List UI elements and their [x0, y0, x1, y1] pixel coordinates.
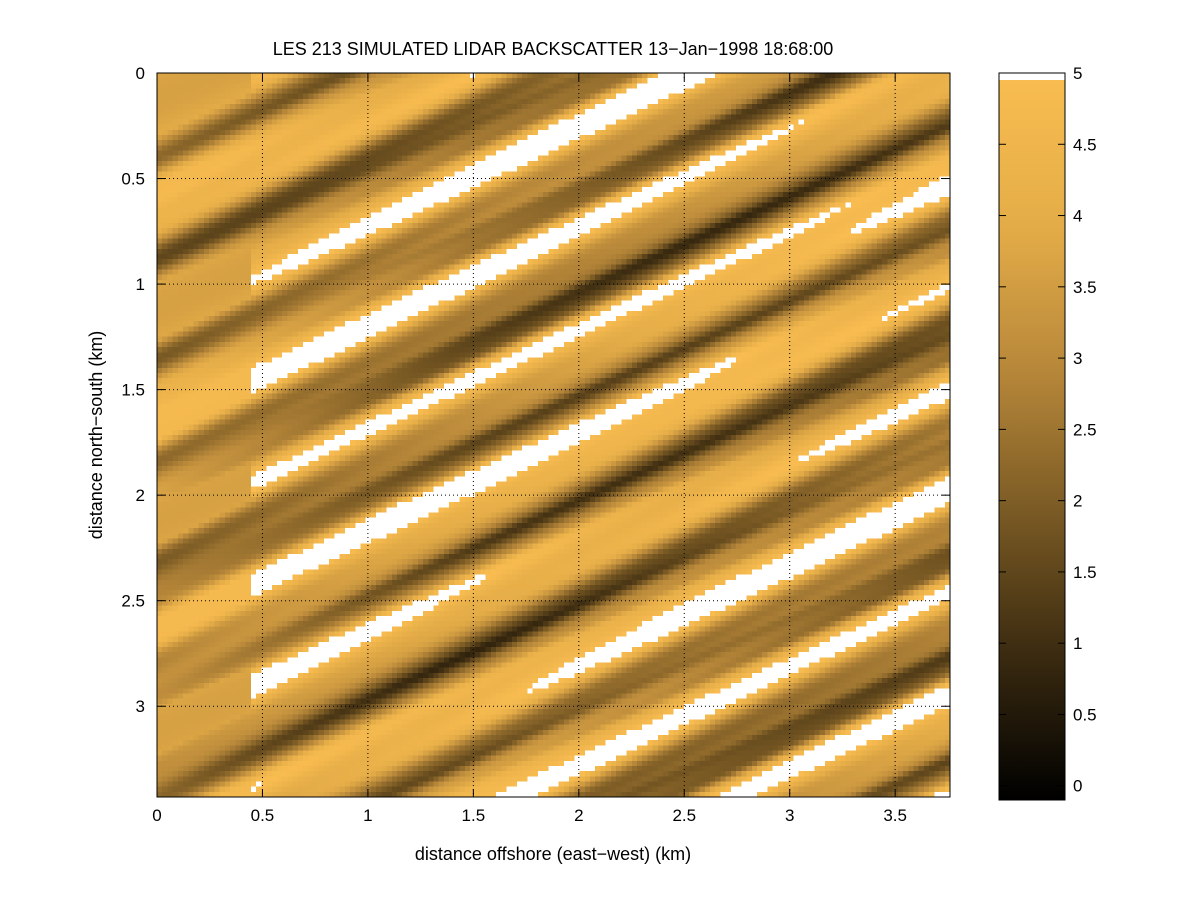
colorbar-tick-label: 4: [1073, 207, 1082, 226]
y-tick-label: 1.5: [121, 381, 145, 400]
y-axis-ticks: 0 0.5 1 1.5 2 2.5 3: [121, 64, 950, 716]
colorbar-tick-label: 4.5: [1073, 135, 1097, 154]
x-tick-label: 3: [785, 806, 794, 825]
x-tick-label: 0.5: [251, 806, 275, 825]
x-axis-title: distance offshore (east−west) (km): [415, 844, 691, 864]
y-tick-label: 2: [136, 486, 145, 505]
y-tick-label: 1: [136, 275, 145, 294]
x-tick-label: 3.5: [883, 806, 907, 825]
colorbar-tick-label: 5: [1073, 64, 1082, 83]
colorbar-tick-label: 2: [1073, 492, 1082, 511]
y-tick-label: 0.5: [121, 170, 145, 189]
chart-title: LES 213 SIMULATED LIDAR BACKSCATTER 13−J…: [273, 39, 834, 59]
colorbar-tick-label: 0.5: [1073, 705, 1097, 724]
y-axis-title: distance north−south (km): [86, 331, 106, 540]
y-tick-label: 0: [136, 64, 145, 83]
colorbar: 0 0.5 1 1.5 2 2.5 3 3.5 4 4.5 5: [998, 64, 1097, 801]
y-tick-label: 3: [136, 697, 145, 716]
heatmap-raster: [157, 73, 950, 797]
colorbar-tick-label: 3.5: [1073, 278, 1097, 297]
gridlines: [157, 73, 950, 797]
x-tick-label: 1: [363, 806, 372, 825]
y-tick-label: 2.5: [121, 592, 145, 611]
heatmap-image: [157, 73, 950, 797]
x-tick-label: 1.5: [462, 806, 486, 825]
x-axis-ticks: 0 0.5 1 1.5 2 2.5 3 3.5: [152, 73, 907, 825]
colorbar-tick-label: 0: [1073, 777, 1082, 796]
colorbar-gradient: [999, 73, 1065, 800]
x-tick-label: 0: [152, 806, 161, 825]
colorbar-tick-label: 1.5: [1073, 563, 1097, 582]
colorbar-tick-label: 3: [1073, 349, 1082, 368]
colorbar-frame: [998, 72, 1066, 801]
colorbar-tick-label: 1: [1073, 634, 1082, 653]
x-tick-label: 2.5: [672, 806, 696, 825]
x-tick-label: 2: [574, 806, 583, 825]
plot-frame: [156, 72, 951, 798]
colorbar-tick-label: 2.5: [1073, 420, 1097, 439]
